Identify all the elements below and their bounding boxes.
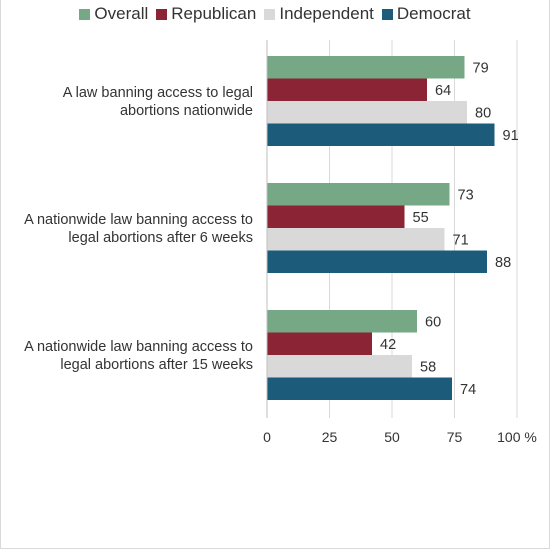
category-label-3: A nationwide law banning access to legal… [0, 338, 253, 374]
data-label-democrat-2: 88 [495, 255, 511, 271]
data-label-republican-1: 64 [435, 83, 451, 99]
bar-democrat-2 [267, 250, 487, 273]
category-label-2: A nationwide law banning access to legal… [0, 211, 253, 247]
category-label-2-line-2: legal abortions after 6 weeks [68, 230, 253, 246]
x-tick-label-100: 100 % [497, 429, 537, 445]
legend: Overall Republican Independent Democrat [0, 4, 550, 24]
category-label-1-line-2: abortions nationwide [119, 103, 253, 119]
bar-independent-3 [267, 355, 412, 378]
data-label-independent-3: 58 [420, 359, 436, 375]
bar-overall-2 [267, 183, 450, 206]
legend-swatch-independent [264, 8, 276, 20]
category-label-1-line-1: A law banning access to legal [62, 85, 253, 101]
legend-swatch-overall [79, 8, 91, 20]
x-tick-label-25: 25 [322, 429, 338, 445]
data-label-overall-2: 73 [458, 187, 474, 203]
legend-item-democrat: Democrat [381, 4, 471, 24]
data-label-independent-1: 80 [475, 105, 491, 121]
legend-label-overall: Overall [94, 4, 149, 23]
data-label-overall-3: 60 [425, 314, 441, 330]
data-label-overall-1: 79 [473, 60, 489, 76]
x-tick-label-50: 50 [384, 429, 400, 445]
bar-republican-3 [267, 332, 372, 355]
bar-overall-3 [267, 310, 417, 333]
x-tick-label-75: 75 [447, 429, 463, 445]
bar-democrat-3 [267, 377, 452, 400]
category-label-3-line-2: legal abortions after 15 weeks [60, 357, 253, 373]
data-label-democrat-1: 91 [503, 128, 519, 144]
legend-swatch-republican [156, 8, 168, 20]
legend-item-overall: Overall [79, 4, 148, 24]
category-label-3-line-1: A nationwide law banning access to [24, 339, 253, 355]
data-label-republican-2: 55 [413, 210, 429, 226]
legend-item-republican: Republican [156, 4, 256, 24]
data-label-republican-3: 42 [380, 337, 396, 353]
bar-independent-2 [267, 228, 445, 251]
legend-label-independent: Independent [279, 4, 374, 23]
legend-swatch-democrat [381, 8, 393, 20]
legend-item-independent: Independent [264, 4, 374, 24]
bar-republican-2 [267, 205, 405, 228]
data-label-democrat-3: 74 [460, 382, 476, 398]
bar-independent-1 [267, 101, 467, 124]
bar-republican-1 [267, 78, 427, 101]
category-label-1: A law banning access to legal abortions … [0, 84, 253, 120]
data-label-independent-2: 71 [453, 232, 469, 248]
x-tick-label-0: 0 [263, 429, 271, 445]
category-label-2-line-1: A nationwide law banning access to [24, 212, 253, 228]
bar-overall-1 [267, 56, 465, 79]
legend-label-republican: Republican [171, 4, 257, 23]
legend-label-democrat: Democrat [396, 4, 471, 23]
bar-democrat-1 [267, 123, 495, 146]
